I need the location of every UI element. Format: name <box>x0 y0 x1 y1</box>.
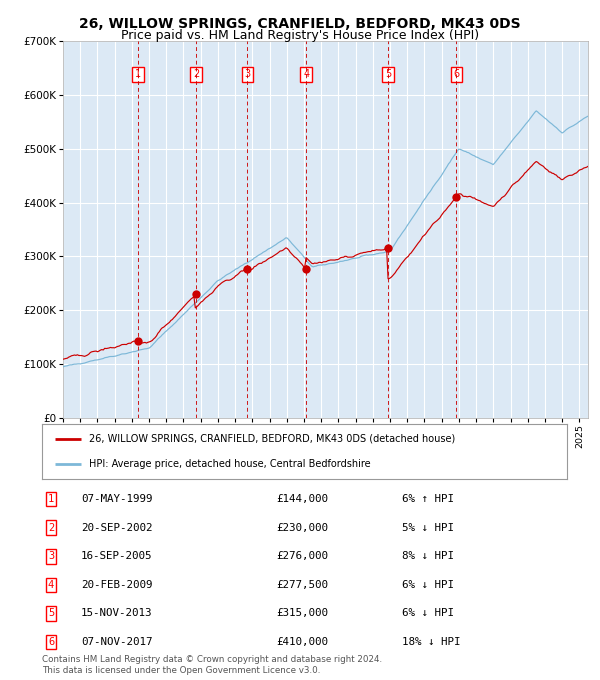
Text: 5% ↓ HPI: 5% ↓ HPI <box>402 523 454 532</box>
Text: 3: 3 <box>244 69 250 80</box>
Text: 8% ↓ HPI: 8% ↓ HPI <box>402 551 454 561</box>
Text: 1: 1 <box>135 69 141 80</box>
Text: 5: 5 <box>48 609 54 618</box>
Text: 20-SEP-2002: 20-SEP-2002 <box>81 523 152 532</box>
Text: 15-NOV-2013: 15-NOV-2013 <box>81 609 152 618</box>
Text: Contains HM Land Registry data © Crown copyright and database right 2024.
This d: Contains HM Land Registry data © Crown c… <box>42 655 382 675</box>
Text: 20-FEB-2009: 20-FEB-2009 <box>81 580 152 590</box>
Text: 4: 4 <box>48 580 54 590</box>
Text: 6% ↓ HPI: 6% ↓ HPI <box>402 609 454 618</box>
Text: 16-SEP-2005: 16-SEP-2005 <box>81 551 152 561</box>
Text: £276,000: £276,000 <box>276 551 328 561</box>
Text: 5: 5 <box>385 69 391 80</box>
Text: 6: 6 <box>453 69 460 80</box>
Text: 2: 2 <box>193 69 199 80</box>
Text: £144,000: £144,000 <box>276 494 328 504</box>
Text: 2: 2 <box>48 523 54 532</box>
Text: 3: 3 <box>48 551 54 561</box>
Text: 26, WILLOW SPRINGS, CRANFIELD, BEDFORD, MK43 0DS: 26, WILLOW SPRINGS, CRANFIELD, BEDFORD, … <box>79 17 521 31</box>
Text: 1: 1 <box>48 494 54 504</box>
Text: 6: 6 <box>48 637 54 647</box>
Text: £277,500: £277,500 <box>276 580 328 590</box>
Text: £410,000: £410,000 <box>276 637 328 647</box>
Text: 07-MAY-1999: 07-MAY-1999 <box>81 494 152 504</box>
Text: 18% ↓ HPI: 18% ↓ HPI <box>402 637 461 647</box>
Text: 4: 4 <box>303 69 309 80</box>
Text: 26, WILLOW SPRINGS, CRANFIELD, BEDFORD, MK43 0DS (detached house): 26, WILLOW SPRINGS, CRANFIELD, BEDFORD, … <box>89 434 455 443</box>
Text: £230,000: £230,000 <box>276 523 328 532</box>
Text: 07-NOV-2017: 07-NOV-2017 <box>81 637 152 647</box>
Text: £315,000: £315,000 <box>276 609 328 618</box>
Text: HPI: Average price, detached house, Central Bedfordshire: HPI: Average price, detached house, Cent… <box>89 460 371 469</box>
Text: 6% ↑ HPI: 6% ↑ HPI <box>402 494 454 504</box>
Text: 6% ↓ HPI: 6% ↓ HPI <box>402 580 454 590</box>
Text: Price paid vs. HM Land Registry's House Price Index (HPI): Price paid vs. HM Land Registry's House … <box>121 29 479 42</box>
